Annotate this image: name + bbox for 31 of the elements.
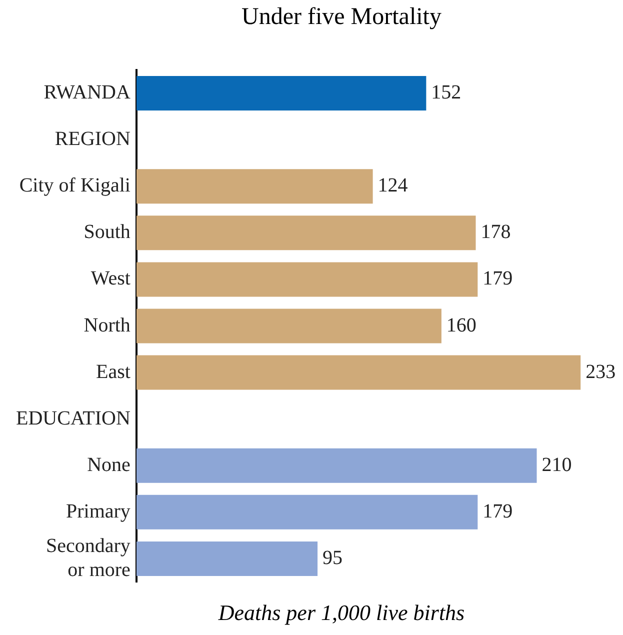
y-tick-label: EDUCATION: [16, 407, 130, 430]
bar: [136, 308, 442, 344]
bar: [136, 494, 478, 530]
y-tick-label: REGION: [54, 128, 130, 150]
data-label: 152: [431, 82, 462, 104]
bar: [136, 76, 426, 111]
data-label: 233: [586, 360, 616, 383]
chart-title: Under five Mortality: [240, 4, 442, 31]
y-tick-label: None: [87, 454, 131, 476]
x-axis-title: Deaths per 1,000 live births: [217, 600, 466, 626]
bar: [136, 262, 478, 297]
data-label: 160: [446, 314, 476, 336]
y-tick-label: City of Kigali: [19, 174, 131, 197]
y-tick-label: East: [96, 360, 131, 383]
data-label: 210: [542, 454, 572, 476]
data-label: 95: [322, 546, 343, 569]
data-label: 124: [378, 174, 408, 197]
y-tick-label: RWANDA: [44, 82, 131, 104]
bar: [136, 541, 318, 576]
data-label: 179: [482, 268, 513, 290]
data-label: 179: [482, 500, 513, 522]
y-tick-label: Primary: [66, 500, 130, 522]
bar: [136, 355, 581, 390]
bar: [136, 169, 373, 204]
y-tick-label: Secondary or more: [46, 534, 131, 581]
y-tick-label: North: [84, 314, 130, 336]
y-tick-label: West: [90, 268, 131, 290]
bar: [136, 448, 537, 483]
bar: [136, 216, 476, 250]
data-label: 178: [480, 221, 511, 244]
y-tick-label: South: [84, 221, 130, 244]
